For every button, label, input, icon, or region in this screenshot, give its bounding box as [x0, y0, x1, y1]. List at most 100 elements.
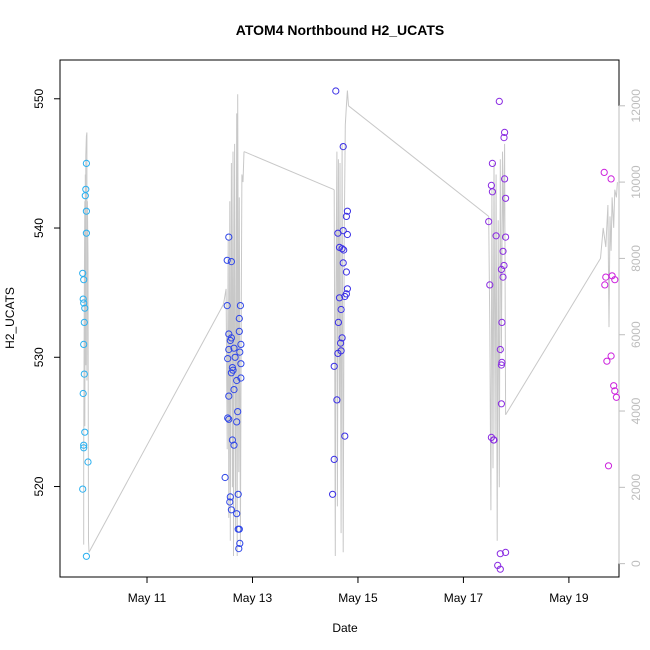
data-point [602, 273, 610, 281]
data-point [611, 276, 619, 284]
data-point [490, 436, 498, 444]
data-point [339, 259, 347, 267]
x-tick-label: May 15 [338, 591, 378, 605]
data-point [80, 444, 88, 452]
data-point [236, 302, 244, 310]
data-point [226, 493, 234, 501]
data-point [499, 273, 507, 281]
data-point [235, 314, 243, 323]
data-point [612, 393, 621, 401]
data-point [224, 414, 232, 422]
altitude-trace-segment [348, 105, 490, 217]
data-point [84, 458, 92, 466]
altitude-trace-segment [600, 182, 618, 328]
altitude-trace-segment [488, 143, 507, 541]
data-point [235, 327, 243, 335]
data-point [228, 364, 236, 372]
data-point [488, 188, 496, 196]
chart-title: ATOM4 Northbound H2_UCATS [236, 22, 444, 38]
data-point [501, 175, 509, 183]
data-point [341, 292, 349, 301]
y2-tick-label: 2000 [629, 474, 643, 501]
y-tick-label: 530 [32, 347, 46, 367]
y-tick-label: 520 [32, 476, 46, 496]
data-point [496, 550, 504, 558]
data-point [607, 175, 615, 183]
data-point [337, 347, 345, 355]
data-point [333, 396, 341, 404]
data-point [339, 143, 347, 151]
data-point [501, 128, 509, 136]
y-tick-label: 540 [32, 218, 46, 238]
data-point [338, 334, 346, 342]
data-point [225, 415, 233, 423]
data-point [233, 510, 241, 518]
data-point [343, 230, 351, 239]
data-point [230, 441, 238, 449]
data-point [607, 352, 615, 360]
data-point [337, 339, 345, 347]
data-point [492, 232, 500, 240]
altitude-trace-layer [83, 90, 618, 557]
data-point [499, 247, 507, 255]
data-point [225, 233, 233, 241]
y2-tick-label: 0 [629, 560, 643, 567]
data-point [225, 392, 233, 400]
data-point [237, 340, 245, 348]
data-point [502, 548, 510, 557]
data-point [330, 362, 338, 370]
data-point [329, 490, 337, 498]
data-point [604, 462, 613, 470]
data-point [610, 382, 618, 390]
data-point [235, 545, 243, 553]
data-point [227, 334, 235, 342]
data-point [497, 400, 505, 408]
data-point [230, 344, 238, 352]
data-point [234, 408, 242, 416]
data-point [82, 229, 91, 237]
data-point [80, 340, 88, 348]
data-point [341, 432, 349, 440]
y2-tick-label: 6000 [629, 321, 643, 348]
x-axis-label: Date [332, 621, 358, 635]
data-point [502, 194, 510, 202]
y-tick-label: 550 [32, 88, 46, 108]
data-point [343, 207, 351, 215]
data-point [497, 265, 505, 273]
data-point [330, 455, 338, 463]
altitude-trace-segment [88, 303, 224, 553]
data-point [80, 370, 88, 378]
data-point [342, 268, 350, 276]
data-point [486, 281, 494, 289]
data-point [496, 345, 504, 354]
data-point [227, 506, 235, 514]
data-point [343, 285, 351, 293]
y2-tick-label: 10000 [629, 165, 643, 199]
data-point [611, 387, 619, 395]
data-point [236, 348, 244, 356]
data-point [81, 428, 89, 436]
y2-tick-label: 12000 [629, 89, 643, 123]
data-point [79, 295, 87, 303]
data-point [339, 227, 347, 235]
altitude-trace-segment [505, 258, 601, 416]
y-axis-label: H2_UCATS [3, 287, 17, 349]
data-point [332, 87, 340, 95]
data-point [233, 418, 241, 426]
data-point [221, 473, 229, 482]
data-point [485, 218, 493, 226]
data-point [338, 245, 346, 253]
data-point [498, 318, 506, 326]
data-point [82, 159, 91, 167]
data-point [340, 246, 348, 254]
data-point [335, 294, 344, 302]
data-point [235, 525, 243, 533]
data-point [226, 498, 234, 506]
data-point [497, 361, 505, 369]
data-point [80, 276, 88, 284]
altitude-trace-segment [243, 151, 335, 191]
data-point [234, 490, 242, 498]
data-point [237, 374, 245, 382]
data-point [227, 369, 235, 377]
data-point [79, 389, 87, 398]
